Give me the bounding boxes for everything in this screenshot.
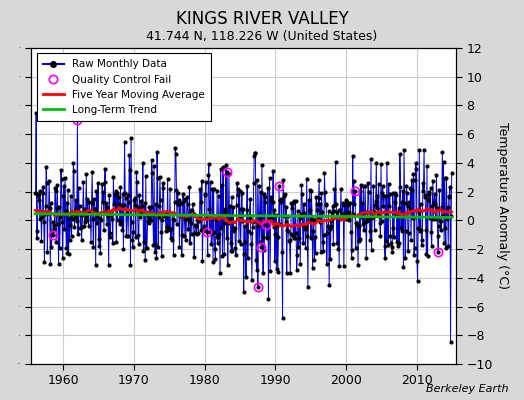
Y-axis label: Temperature Anomaly (°C): Temperature Anomaly (°C) xyxy=(496,122,509,290)
Legend: Raw Monthly Data, Quality Control Fail, Five Year Moving Average, Long-Term Tren: Raw Monthly Data, Quality Control Fail, … xyxy=(37,53,211,121)
Text: 41.744 N, 118.226 W (United States): 41.744 N, 118.226 W (United States) xyxy=(146,30,378,43)
Text: Berkeley Earth: Berkeley Earth xyxy=(426,384,508,394)
Text: KINGS RIVER VALLEY: KINGS RIVER VALLEY xyxy=(176,10,348,28)
